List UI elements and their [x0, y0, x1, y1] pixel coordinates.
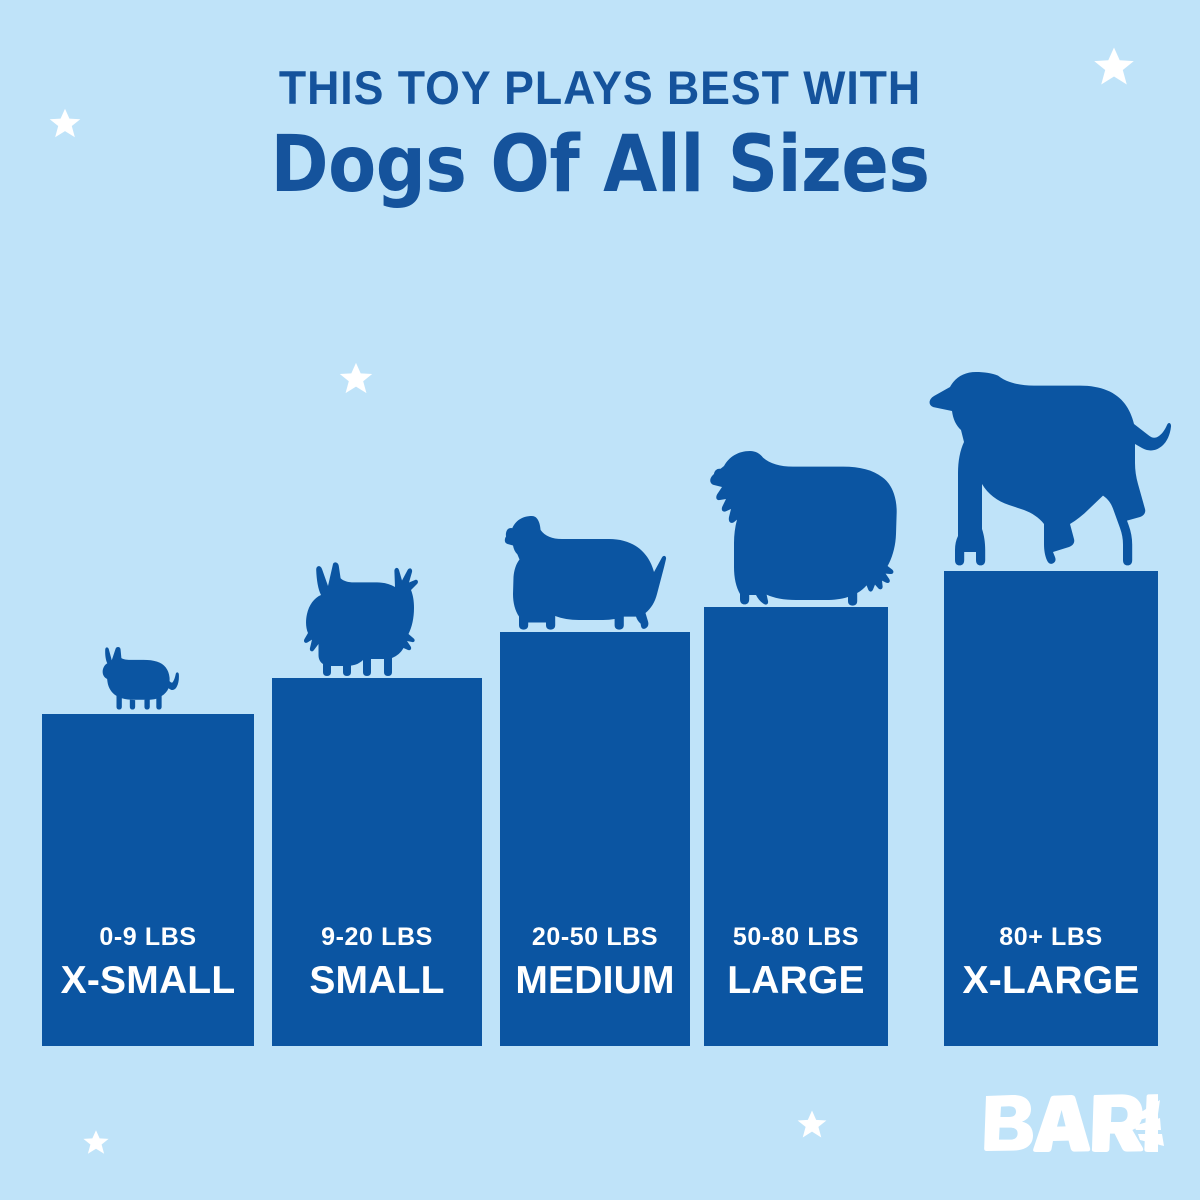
bar-label-group-small: 9-20 LBS SMALL	[272, 923, 482, 1002]
labrador-icon	[502, 512, 670, 632]
size-name-small: SMALL	[309, 959, 445, 1002]
terrier-icon	[302, 560, 434, 678]
bar-label-group-large: 50-80 LBS LARGE	[704, 923, 888, 1002]
headline-block: THIS TOY PLAYS BEST WITH Dogs Of All Siz…	[0, 61, 1200, 203]
weight-range-medium: 20-50 LBS	[531, 923, 659, 951]
bar-large: 50-80 LBS LARGE	[704, 607, 888, 1046]
bar-small: 9-20 LBS SMALL	[272, 678, 482, 1046]
bar-label-group-medium: 20-50 LBS MEDIUM	[500, 923, 690, 1002]
bar-medium: 20-50 LBS MEDIUM	[500, 632, 690, 1046]
weight-range-large: 50-80 LBS	[732, 923, 860, 951]
bar-label-group-x-large: 80+ LBS X-LARGE	[944, 923, 1158, 1002]
kicker-text: THIS TOY PLAYS BEST WITH	[278, 61, 922, 114]
weight-range-small: 9-20 LBS	[321, 923, 433, 951]
chihuahua-icon	[98, 643, 184, 714]
size-name-large: LARGE	[727, 959, 865, 1002]
retriever-icon	[708, 447, 908, 607]
page-title: Dogs Of All Sizes	[270, 118, 931, 211]
size-name-x-large: X-LARGE	[962, 959, 1140, 1002]
weight-range-x-small: 0-9 LBS	[99, 923, 197, 951]
bar-x-large: 80+ LBS X-LARGE	[944, 571, 1158, 1046]
size-name-x-small: X-SMALL	[60, 959, 236, 1002]
size-name-medium: MEDIUM	[515, 959, 675, 1002]
bar-label-group-x-small: 0-9 LBS X-SMALL	[42, 923, 254, 1002]
bark-burst-icon	[1130, 1096, 1176, 1148]
weight-range-x-large: 80+ LBS	[999, 923, 1103, 951]
bar-x-small: 0-9 LBS X-SMALL	[42, 714, 254, 1046]
great-dane-icon	[928, 366, 1174, 571]
